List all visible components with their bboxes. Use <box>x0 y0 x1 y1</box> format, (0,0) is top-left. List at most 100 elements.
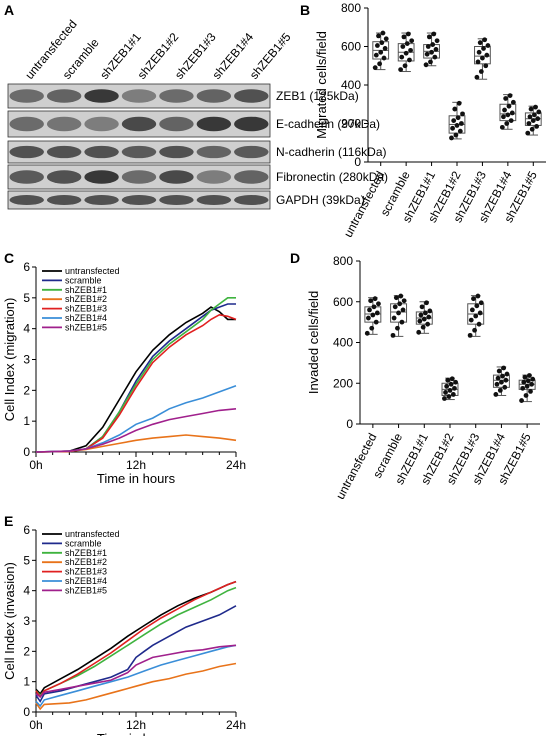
data-point <box>420 324 426 330</box>
y-tick-label: 0 <box>23 705 30 719</box>
data-point <box>457 128 463 134</box>
legend-label: shZEB1#2 <box>65 294 107 304</box>
blot-band <box>121 170 157 184</box>
blot-band <box>84 194 119 206</box>
series-line-shZEB1#5 <box>35 408 237 453</box>
data-point <box>418 312 424 318</box>
data-point <box>401 298 407 304</box>
data-point <box>419 304 425 310</box>
legend-label: untransfected <box>65 266 120 276</box>
data-point <box>383 36 389 42</box>
data-point <box>469 307 475 313</box>
data-point <box>525 130 531 136</box>
y-tick-label: 800 <box>341 1 361 15</box>
series-line-untransfected <box>35 580 237 696</box>
data-point <box>443 390 448 395</box>
data-point <box>425 321 431 327</box>
data-point <box>424 300 429 306</box>
blot-band <box>9 89 44 103</box>
data-point <box>425 44 431 49</box>
data-point <box>527 114 533 120</box>
data-point <box>428 59 433 65</box>
data-point <box>404 41 410 47</box>
data-point <box>506 103 512 109</box>
blot-band <box>84 89 119 103</box>
data-point <box>426 314 432 320</box>
data-point <box>519 398 524 403</box>
blot-band-label: Fibronectin (280kDa) <box>276 170 388 184</box>
legend-label: shZEB1#3 <box>65 567 107 577</box>
y-tick-label: 4 <box>23 322 30 336</box>
legend-label: shZEB1#5 <box>65 322 107 332</box>
blot-band <box>159 170 194 184</box>
data-point <box>367 307 372 313</box>
data-point <box>397 301 403 307</box>
y-tick-label: 0 <box>23 445 30 459</box>
blot-band <box>9 170 44 184</box>
data-point <box>371 304 377 310</box>
data-point <box>510 99 516 105</box>
data-point <box>379 40 385 46</box>
data-point <box>376 33 381 39</box>
data-point <box>505 112 511 118</box>
data-point <box>380 30 386 36</box>
blot-band <box>9 145 44 159</box>
x-tick-label: untransfected <box>333 431 380 502</box>
blot-band <box>46 89 82 103</box>
blot-band <box>46 170 82 184</box>
y-axis-title: Cell Index (migration) <box>2 298 17 422</box>
y-tick-label: 1 <box>23 414 30 428</box>
data-point <box>449 135 454 141</box>
data-point <box>431 31 437 37</box>
data-point <box>423 310 428 316</box>
x-axis-title: Time in hours <box>97 731 176 736</box>
data-point <box>468 317 474 323</box>
data-point <box>433 46 439 52</box>
legend-label: shZEB1#3 <box>65 304 107 314</box>
series-line-shZEB1#4 <box>35 384 237 453</box>
data-point <box>484 52 490 58</box>
data-point <box>396 310 401 316</box>
data-point <box>453 132 459 138</box>
data-point <box>429 49 434 55</box>
y-tick-label: 200 <box>341 117 361 131</box>
data-point <box>452 106 458 112</box>
data-point <box>368 298 374 304</box>
data-point <box>381 55 387 61</box>
data-point <box>426 34 432 40</box>
data-point <box>427 308 433 314</box>
data-point <box>481 46 486 51</box>
data-point <box>471 296 476 302</box>
data-point <box>399 319 405 325</box>
data-point <box>455 115 461 121</box>
data-point <box>449 376 455 382</box>
data-point <box>493 392 499 397</box>
data-point <box>451 118 457 124</box>
data-point <box>442 396 447 401</box>
data-point <box>497 387 503 393</box>
data-point <box>421 316 427 322</box>
data-point <box>499 379 504 385</box>
blot-band <box>196 116 232 132</box>
y-tick-label: 2 <box>23 383 30 397</box>
data-point <box>398 67 404 72</box>
blot-band <box>121 194 157 206</box>
y-axis-title: Migrated cells/field <box>314 31 329 139</box>
data-point <box>382 46 388 51</box>
data-point <box>476 321 482 327</box>
legend-label: shZEB1#2 <box>65 557 107 567</box>
chart-e-invasion-index: 0 1 2 3 4 5 6 0h 12h 24h Time in hours Cell Index (… <box>2 523 246 736</box>
y-tick-label: 400 <box>341 78 361 92</box>
y-tick-label: 0 <box>354 155 361 169</box>
blot-band <box>46 116 82 132</box>
blot-band <box>121 89 157 103</box>
data-point <box>501 365 507 371</box>
data-point <box>444 383 450 389</box>
blot-band <box>84 145 119 159</box>
blot-band <box>46 145 82 159</box>
data-point <box>480 55 485 61</box>
data-point <box>423 62 429 68</box>
data-point <box>530 376 536 382</box>
data-point <box>378 49 384 55</box>
blot-band <box>234 89 269 103</box>
